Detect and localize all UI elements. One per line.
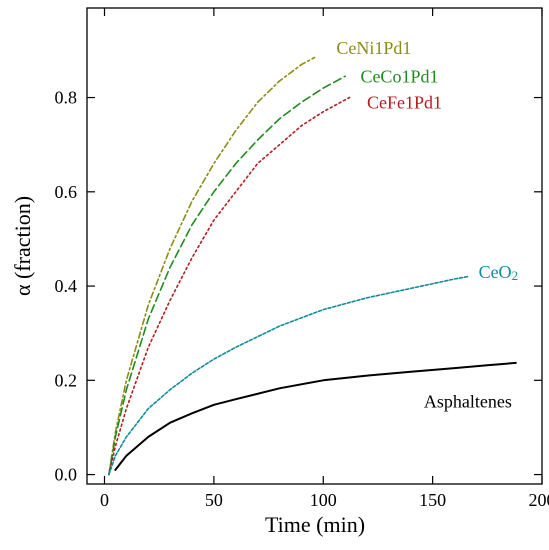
x-tick-label: 0 (100, 490, 109, 510)
series-label-ceni1pd1: CeNi1Pd1 (336, 38, 411, 58)
x-tick-label: 100 (310, 490, 337, 510)
axes (86, 7, 543, 485)
series-label-ceo2: CeO2 (479, 262, 519, 283)
series-line-cefe1pd1 (108, 96, 351, 476)
y-axis-title: α (fraction) (10, 196, 35, 296)
series-label-ceco1pd1: CeCo1Pd1 (360, 66, 438, 86)
plot-frame (86, 7, 543, 485)
series-line-ceo2 (108, 275, 469, 476)
y-tick-label: 0.2 (55, 370, 78, 390)
series-line-asphaltenes (114, 361, 517, 471)
x-tick-label: 50 (205, 490, 223, 510)
series-layer (108, 56, 517, 476)
y-tick-label: 0.0 (55, 465, 78, 485)
y-tick-label: 0.4 (55, 276, 78, 296)
series-line-ceco1pd1 (108, 75, 346, 476)
y-tick-label: 0.8 (55, 88, 78, 108)
series-label-asphaltenes: Asphaltenes (424, 392, 512, 412)
x-tick-label: 200 (529, 490, 549, 510)
x-tick-label: 150 (419, 490, 446, 510)
series-label-cefe1pd1: CeFe1Pd1 (367, 92, 442, 112)
series-line-ceni1pd1 (108, 56, 316, 476)
y-tick-label: 0.6 (55, 182, 78, 202)
x-axis-title: Time (min) (265, 512, 365, 537)
series-labels: CeNi1Pd1 CeCo1Pd1 CeFe1Pd1 CeO2 Asphaltenes (336, 38, 518, 411)
ticks: 0 50 100 150 200 0.0 0.2 0.4 0.6 0.8 (55, 8, 549, 510)
